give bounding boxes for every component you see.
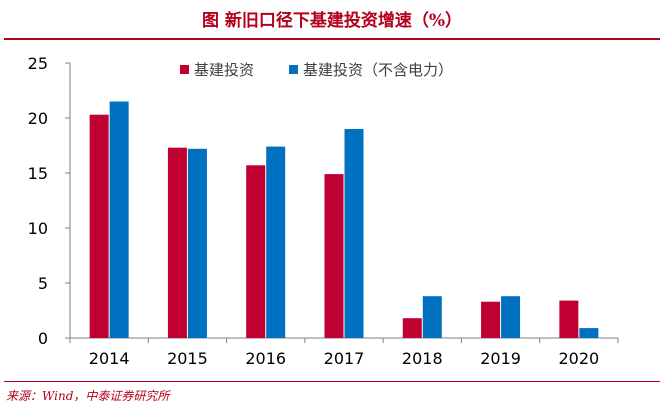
bar-ex-power-2017 bbox=[344, 129, 364, 338]
source-note: 来源：Wind，中泰证券研究所 bbox=[6, 389, 170, 403]
x-axis: 2014 2015 2016 2017 2018 2019 2020 bbox=[69, 337, 619, 368]
bar-total-2017 bbox=[324, 174, 344, 338]
bar-total-2015 bbox=[167, 147, 187, 338]
legend-label: 基建投资（不含电力） bbox=[303, 61, 453, 79]
title-bar: 图 新旧口径下基建投资增速（%） bbox=[0, 6, 664, 36]
bars bbox=[89, 101, 599, 338]
footer-rule bbox=[4, 381, 660, 382]
y-tick-label: 5 bbox=[38, 274, 48, 293]
y-tick-label: 15 bbox=[28, 164, 48, 183]
y-axis: 0 5 10 15 20 25 bbox=[28, 54, 71, 348]
bar-total-2018 bbox=[402, 318, 422, 338]
x-tick-label: 2016 bbox=[245, 349, 286, 368]
x-tick-label: 2017 bbox=[324, 349, 365, 368]
bar-total-2014 bbox=[89, 114, 109, 338]
legend-label: 基建投资 bbox=[194, 61, 254, 79]
legend-swatch bbox=[289, 65, 298, 74]
chart-title: 图 新旧口径下基建投资增速（%） bbox=[201, 11, 463, 31]
bar-ex-power-2016 bbox=[266, 146, 286, 338]
y-tick-label: 10 bbox=[28, 219, 48, 238]
bar-ex-power-2019 bbox=[501, 296, 521, 338]
bar-total-2016 bbox=[246, 165, 266, 338]
title-rule bbox=[4, 38, 660, 40]
x-tick-label: 2015 bbox=[167, 349, 208, 368]
bar-ex-power-2014 bbox=[109, 101, 129, 338]
bar-ex-power-2015 bbox=[187, 148, 207, 338]
bar-ex-power-2020 bbox=[579, 328, 599, 338]
y-tick-label: 25 bbox=[28, 54, 48, 73]
x-tick-label: 2020 bbox=[558, 349, 599, 368]
y-tick-label: 0 bbox=[38, 329, 48, 348]
bar-total-2020 bbox=[559, 300, 579, 338]
y-tick-label: 20 bbox=[28, 109, 48, 128]
x-tick-label: 2019 bbox=[480, 349, 521, 368]
legend-swatch bbox=[180, 65, 189, 74]
legend: 基建投资 基建投资（不含电力） bbox=[180, 61, 453, 79]
bar-ex-power-2018 bbox=[422, 296, 442, 338]
bar-total-2019 bbox=[481, 301, 501, 338]
x-tick-label: 2018 bbox=[402, 349, 443, 368]
x-tick-label: 2014 bbox=[89, 349, 130, 368]
